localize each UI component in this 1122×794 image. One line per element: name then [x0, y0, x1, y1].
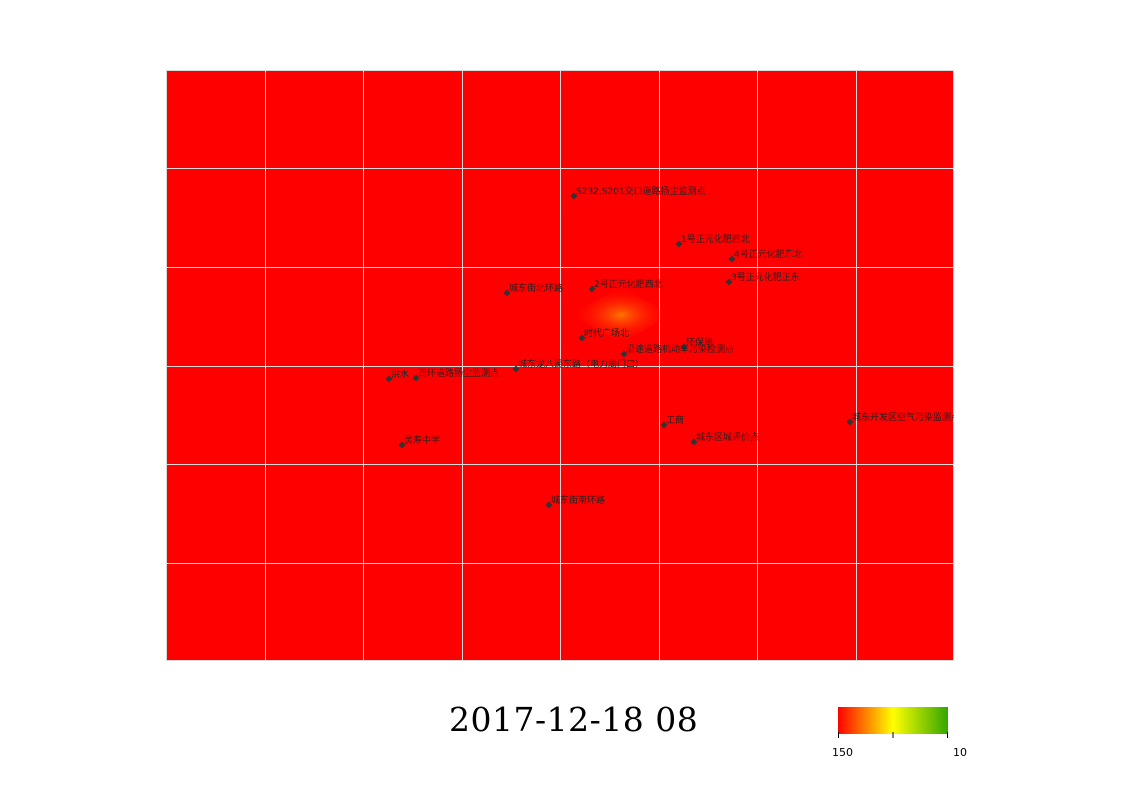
station-label: 灵寿中学 [404, 434, 440, 446]
station-dot-icon [545, 501, 553, 509]
station-marker[interactable]: 城东街南环路 [545, 494, 605, 509]
station-label: 洪水 [391, 368, 409, 380]
timestamp-title: 2017-12-18 08 [449, 700, 699, 739]
station-label: 沿途道路机动车污染检测点 [626, 343, 734, 355]
station-dot-icon [578, 334, 586, 342]
gridlines [166, 70, 954, 661]
map-panel[interactable]: S232,S201交口道路扬尘监测点 1号正元化肥西北 4号正元化肥东北 3号正元化肥… [166, 70, 954, 661]
station-label: S232,S201交口道路扬尘监测点 [576, 185, 706, 197]
station-dot-icon [846, 418, 854, 426]
station-dot-icon [620, 350, 628, 358]
station-marker[interactable]: 沿途道路机动车污染检测点 [620, 343, 734, 358]
station-label: 城东开发区空气污染监测点 [852, 411, 954, 423]
station-dot-icon [728, 255, 736, 263]
station-marker[interactable]: 城东开发区空气污染监测点 [846, 411, 954, 426]
station-marker[interactable]: 3号正元化肥正东 [725, 271, 800, 286]
map-canvas: S232,S201交口道路扬尘监测点 1号正元化肥西北 4号正元化肥东北 3号正元化肥… [166, 70, 954, 661]
station-marker[interactable]: 时代广场北 [578, 327, 629, 342]
station-label: 工商 [666, 414, 684, 426]
station-marker[interactable]: 工商 [660, 414, 684, 429]
station-label: 环保局 [686, 336, 713, 348]
station-dot-icon [680, 343, 688, 351]
station-dot-icon [398, 441, 406, 449]
station-label: 西环道路扬尘监测点 [418, 367, 499, 379]
scale-min-label: 150 [832, 746, 853, 759]
pollution-hotspot [571, 287, 671, 343]
station-marker[interactable]: 2号正元化肥西北 [588, 278, 663, 293]
station-dot-icon [512, 365, 520, 373]
station-label: 3号正元化肥正东 [731, 271, 800, 283]
station-marker[interactable]: 城东区城评价点 [690, 431, 759, 446]
station-dot-icon [588, 285, 596, 293]
station-marker[interactable]: 城东龙八民东路（电力局门口） [512, 358, 644, 373]
station-marker[interactable]: 4号正元化肥东北 [728, 248, 803, 263]
station-dot-icon [385, 375, 393, 383]
station-label: 1号正元化肥西北 [681, 233, 750, 245]
scale-max-label: 10 [953, 746, 967, 759]
station-marker[interactable]: S232,S201交口道路扬尘监测点 [570, 185, 706, 200]
station-dot-icon [503, 289, 511, 297]
station-marker[interactable]: 洪水 [385, 368, 409, 383]
station-label: 城东街北环路 [509, 282, 563, 294]
station-dot-icon [675, 240, 683, 248]
station-marker[interactable]: 1号正元化肥西北 [675, 233, 750, 248]
station-label: 时代广场北 [584, 327, 629, 339]
station-label: 城东街南环路 [551, 494, 605, 506]
station-marker[interactable]: 城东街北环路 [503, 282, 563, 297]
stations-layer: S232,S201交口道路扬尘监测点 1号正元化肥西北 4号正元化肥东北 3号正元化肥… [385, 185, 954, 509]
station-label: 城东龙八民东路（电力局门口） [518, 358, 644, 370]
station-dot-icon [725, 278, 733, 286]
station-dot-icon [570, 192, 578, 200]
station-label: 城东区城评价点 [696, 431, 759, 443]
color-scale-gradient [838, 707, 948, 734]
station-marker[interactable]: 灵寿中学 [398, 434, 440, 449]
station-dot-icon [690, 438, 698, 446]
color-scale-ticks [838, 732, 948, 738]
station-label: 4号正元化肥东北 [734, 248, 803, 260]
station-label: 2号正元化肥西北 [594, 278, 663, 290]
station-dot-icon [412, 374, 420, 382]
station-marker[interactable]: 环保局 [680, 336, 713, 351]
station-dot-icon [660, 421, 668, 429]
station-marker[interactable]: 西环道路扬尘监测点 [412, 367, 499, 382]
color-scale-bar [838, 707, 948, 734]
